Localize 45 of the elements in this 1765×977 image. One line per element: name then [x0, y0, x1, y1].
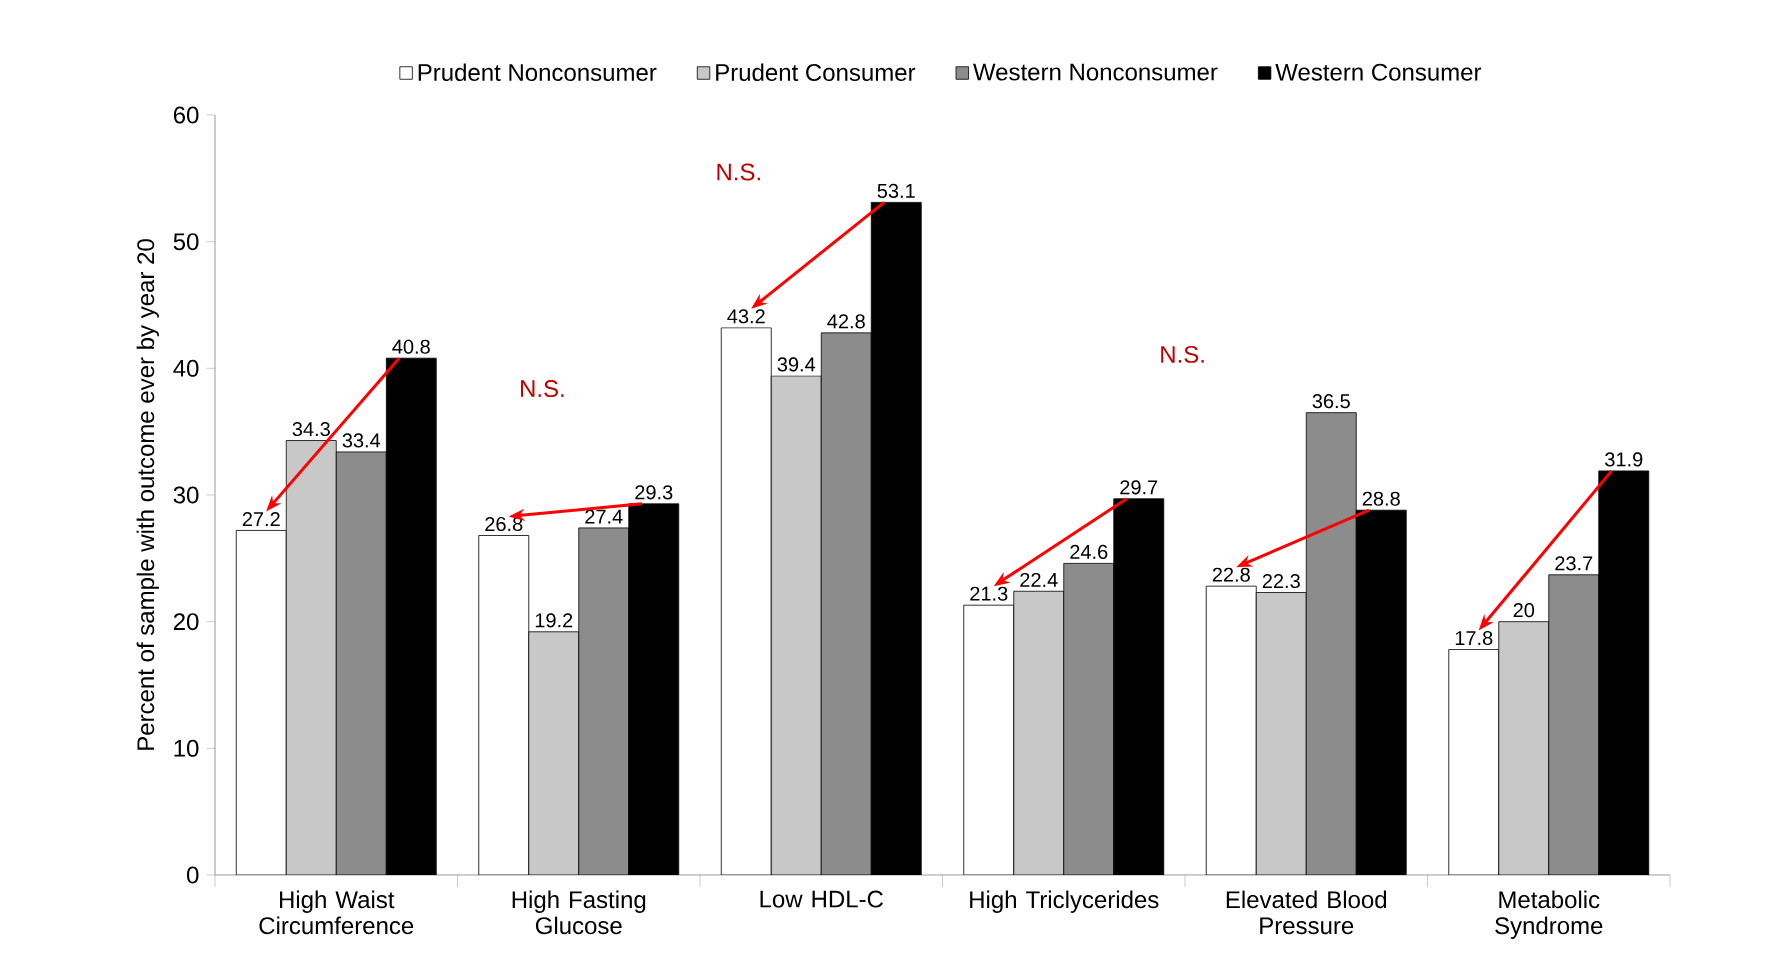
x-tick-label: Low HDL-C — [760, 890, 883, 908]
data-label: 53.1 — [877, 183, 915, 198]
data-label: 23.7 — [1555, 556, 1593, 571]
data-label: 22.4 — [1020, 572, 1058, 587]
x-tick-label: Elevated Blood Pressure — [1226, 890, 1387, 935]
legend-label: Prudent Nonconsumer — [418, 63, 657, 81]
data-label: 27.4 — [585, 509, 623, 524]
data-label: 19.2 — [535, 613, 573, 628]
legend-label: Prudent Consumer — [716, 63, 916, 81]
data-label: 39.4 — [777, 357, 816, 372]
data-label: 27.2 — [242, 512, 280, 527]
x-tick-label: High Triclycerides — [970, 890, 1159, 913]
data-label: 40.8 — [392, 339, 430, 354]
annotation: N.S. — [717, 163, 760, 181]
data-label: 26.8 — [485, 516, 523, 532]
data-label: 21.3 — [970, 586, 1008, 601]
data-label: 22.8 — [1212, 567, 1250, 582]
y-tick-label: 60 — [173, 106, 199, 124]
data-label: 24.6 — [1070, 544, 1108, 559]
data-label: 29.3 — [635, 485, 673, 500]
legend-label: Western Nonconsumer — [973, 63, 1218, 81]
legend-label: Western Consumer — [1275, 63, 1482, 81]
y-tick-label: 30 — [173, 486, 199, 504]
data-label: 33.4 — [342, 433, 381, 448]
y-tick-label: 0 — [187, 866, 199, 884]
x-tick-label: High Fasting Glucose — [512, 890, 646, 935]
data-label: 36.5 — [1312, 394, 1350, 409]
data-label: 28.8 — [1362, 491, 1400, 506]
y-tick-label: 40 — [173, 359, 199, 377]
data-label: 20 — [1513, 603, 1535, 618]
x-tick-label: High Waist Circumference — [259, 890, 414, 935]
y-tick-label: 20 — [173, 613, 199, 631]
data-label: 34.3 — [292, 421, 330, 437]
x-tick-label: Metabolic Syndrome — [1495, 890, 1603, 939]
y-tick-label: 50 — [173, 233, 199, 251]
annotation: N.S. — [521, 380, 564, 398]
data-label: 42.8 — [827, 314, 865, 329]
data-label: 43.2 — [727, 309, 765, 324]
y-axis-title: Percent of sample with outcome ever by year 20 — [136, 239, 159, 750]
annotation: N.S. — [1161, 345, 1204, 363]
data-label: 17.8 — [1455, 630, 1493, 646]
data-label: 31.9 — [1605, 452, 1643, 467]
data-label: 29.7 — [1120, 480, 1158, 495]
data-label: 22.3 — [1262, 573, 1300, 589]
y-tick-label: 10 — [174, 739, 199, 757]
